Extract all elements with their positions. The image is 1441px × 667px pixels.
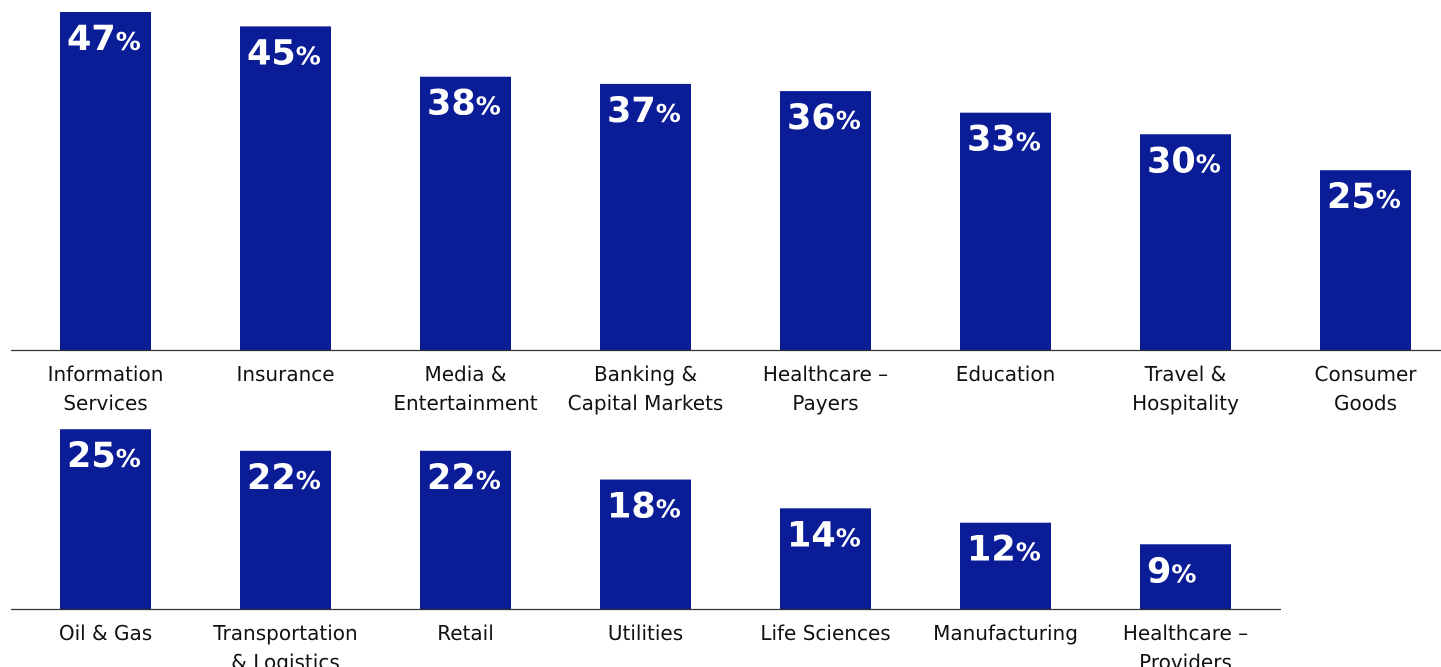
bar <box>60 429 151 609</box>
bar <box>780 91 871 350</box>
chart-top: 47% Information Services 45% Insurance 38% Med… <box>11 12 1441 415</box>
bar <box>1140 134 1231 350</box>
value-label: 22% <box>247 458 321 498</box>
value-label: 9% <box>1147 551 1196 591</box>
value-label: 45% <box>247 33 321 73</box>
bar <box>240 26 331 351</box>
value-label: 33% <box>967 120 1041 160</box>
value-label: 22% <box>427 458 501 498</box>
value-label: 14% <box>787 515 861 555</box>
category-label: Education <box>956 362 1056 386</box>
chart-bottom: 25% Oil & Gas 22% Transportation & Logistics… <box>11 429 1281 667</box>
category-label: Healthcare – Providers <box>1123 621 1248 667</box>
category-label: Consumer Goods <box>1315 362 1418 415</box>
value-label: 25% <box>1327 177 1401 217</box>
bar <box>1320 170 1411 350</box>
bar <box>1140 544 1231 609</box>
value-label: 36% <box>787 98 861 138</box>
value-label: 12% <box>967 530 1041 570</box>
bar <box>60 12 151 350</box>
bar <box>600 479 691 609</box>
value-label: 37% <box>607 91 681 131</box>
bar <box>420 450 511 609</box>
bar <box>960 522 1051 609</box>
value-label: 38% <box>427 84 501 124</box>
category-label: Banking & Capital Markets <box>568 362 724 415</box>
bar <box>420 76 511 351</box>
value-label: 30% <box>1147 141 1221 181</box>
bar <box>780 508 871 609</box>
bar <box>600 83 691 351</box>
category-label: Information Services <box>48 362 164 415</box>
category-label: Oil & Gas <box>59 621 152 645</box>
category-label: Travel & Hospitality <box>1132 362 1239 415</box>
category-label: Manufacturing <box>933 621 1078 645</box>
category-label: Life Sciences <box>760 621 890 645</box>
category-label: Media & Entertainment <box>393 362 537 415</box>
category-label: Retail <box>437 621 494 645</box>
category-label: Insurance <box>236 362 334 386</box>
bar <box>960 112 1051 351</box>
value-label: 47% <box>67 19 141 59</box>
value-label: 25% <box>67 436 141 476</box>
bar <box>240 450 331 609</box>
value-label: 18% <box>607 487 681 527</box>
category-label: Healthcare – Payers <box>763 362 888 415</box>
category-label: Transportation & Logistics <box>212 621 357 667</box>
category-label: Utilities <box>608 621 683 645</box>
